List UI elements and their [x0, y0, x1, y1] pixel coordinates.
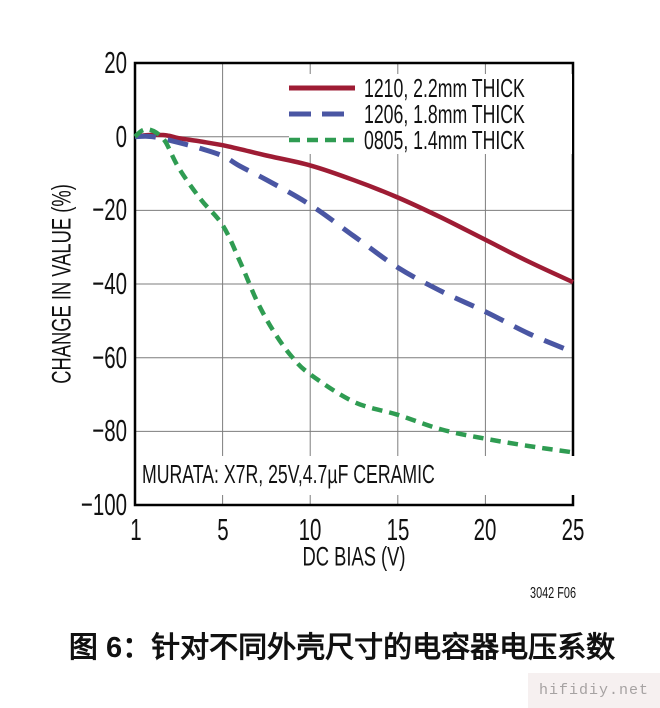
- legend-swatch-short-dash-line: [289, 137, 355, 143]
- plot-frame: [133, 61, 575, 507]
- fig-code: 3042 F06: [530, 585, 576, 602]
- legend: 1210, 2.2mm THICK 1206, 1.8mm THICK 0805…: [289, 72, 572, 155]
- x-tick-label: 10: [298, 512, 322, 547]
- annotation-text: MURATA: X7R, 25V,4.7µF CERAMIC: [142, 459, 435, 489]
- x-tick-label: 20: [473, 512, 497, 547]
- figure-caption: 图 6：针对不同外壳尺寸的电容器电压系数: [68, 632, 616, 664]
- watermark: hifidiy.net: [528, 673, 660, 708]
- x-tick-label: 5: [217, 512, 229, 547]
- y-tick-label: 0: [115, 119, 127, 154]
- y-tick-label: −100: [80, 487, 127, 522]
- legend-item-1210: 1210, 2.2mm THICK: [289, 72, 572, 103]
- watermark-text: hifidiy.net: [538, 682, 650, 699]
- legend-swatch-solid-line: [289, 85, 355, 91]
- x-tick-label: 1: [130, 512, 142, 547]
- y-tick-label: −80: [92, 413, 127, 448]
- y-tick-label: −20: [92, 192, 127, 227]
- legend-label: 1210, 2.2mm THICK: [364, 72, 525, 103]
- curve-1210: [134, 132, 574, 285]
- legend-item-0805: 0805, 1.4mm THICK: [289, 124, 572, 155]
- curve-1206: [134, 133, 574, 355]
- legend-swatch-long-dash-line: [289, 111, 355, 117]
- y-tick-label: −60: [92, 340, 127, 375]
- y-tick-label: −40: [92, 266, 127, 301]
- legend-label: 1206, 1.8mm THICK: [364, 98, 525, 129]
- x-tick-label: 15: [386, 512, 410, 547]
- annotation-note: MURATA: X7R, 25V,4.7µF CERAMIC: [138, 456, 579, 495]
- legend-label: 0805, 1.4mm THICK: [364, 124, 525, 155]
- x-axis-title: DC BIAS (V): [302, 541, 406, 572]
- legend-item-1206: 1206, 1.8mm THICK: [289, 98, 572, 129]
- y-tick-label: 20: [104, 45, 127, 80]
- curve-0805: [133, 126, 574, 455]
- x-tick-label: 25: [561, 512, 585, 547]
